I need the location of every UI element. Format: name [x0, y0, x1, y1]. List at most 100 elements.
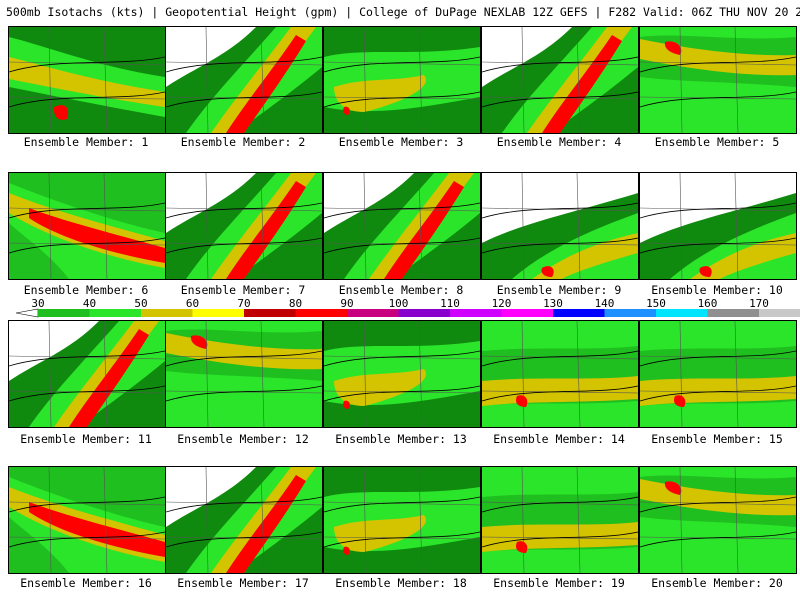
geopotential-height-contour	[482, 385, 638, 402]
colorbar-tick-label: 140	[594, 297, 615, 310]
geopotential-height-contour	[9, 496, 165, 513]
state-boundary-line	[48, 173, 52, 279]
ensemble-member-label: Ensemble Member: 12	[177, 432, 309, 446]
isotach-map	[324, 321, 480, 427]
colorbar-tick-label: 30	[31, 297, 45, 310]
geopotential-height-contour	[9, 385, 165, 402]
ensemble-member-label: Ensemble Member: 15	[651, 432, 783, 446]
state-boundary-line	[482, 501, 638, 506]
state-boundary-line	[48, 27, 52, 133]
geopotential-height-contour	[324, 496, 480, 513]
ensemble-member-label: Ensemble Member: 10	[651, 283, 783, 297]
geopotential-height-contour	[9, 91, 165, 108]
geopotential-height-contour	[9, 531, 165, 548]
colorbar-tick-label: 90	[340, 297, 354, 310]
geopotential-height-contour	[9, 202, 165, 219]
geopotential-height-contour	[640, 202, 796, 219]
isotach-map	[166, 321, 322, 427]
colorbar-tick-label: 160	[697, 297, 718, 310]
ensemble-map-panel	[323, 172, 481, 280]
wind-speed-contour	[512, 213, 638, 279]
state-boundary-line	[103, 321, 108, 427]
geopotential-height-contour	[324, 350, 480, 367]
colorbar-tick-label: 100	[388, 297, 409, 310]
ensemble-map-panel	[639, 26, 797, 134]
isotach-map	[482, 27, 638, 133]
geopotential-height-contour	[324, 531, 480, 548]
wind-speed-contour	[516, 541, 528, 553]
ensemble-map-panel	[165, 172, 323, 280]
wind-speed-contour	[516, 395, 528, 407]
wind-speed-contour	[664, 481, 682, 495]
colorbar-segment	[347, 309, 399, 317]
wind-speed-contour	[343, 546, 350, 555]
ensemble-member-label: Ensemble Member: 20	[651, 576, 783, 590]
ensemble-map-panel	[323, 320, 481, 428]
ensemble-map-panel	[323, 26, 481, 134]
geopotential-height-contour	[482, 350, 638, 367]
isotach-map	[482, 321, 638, 427]
state-boundary-line	[679, 173, 683, 279]
state-boundary-line	[205, 467, 209, 573]
state-boundary-line	[166, 501, 322, 506]
state-boundary-line	[205, 173, 209, 279]
isotach-map	[166, 467, 322, 573]
colorbar-segment	[398, 309, 450, 317]
ensemble-member-label: Ensemble Member: 6	[23, 283, 149, 297]
geopotential-height-contour	[640, 56, 796, 73]
ensemble-member-label: Ensemble Member: 17	[177, 576, 309, 590]
isotach-map	[9, 467, 165, 573]
state-boundary-line	[734, 321, 739, 427]
ensemble-map-panel	[639, 320, 797, 428]
isotach-map	[324, 173, 480, 279]
state-boundary-line	[576, 173, 581, 279]
state-boundary-line	[734, 27, 739, 133]
state-boundary-line	[103, 173, 108, 279]
state-boundary-line	[9, 355, 165, 360]
state-boundary-line	[324, 501, 480, 506]
geopotential-height-contour	[166, 350, 322, 367]
colorbar-tick-label: 170	[749, 297, 769, 310]
wind-speed-contour	[334, 75, 426, 112]
geopotential-height-contour	[482, 237, 638, 254]
colorbar-tick-label: 60	[185, 297, 200, 310]
colorbar-segment	[553, 309, 605, 317]
wind-speed-contour	[226, 181, 306, 279]
state-boundary-line	[679, 467, 683, 573]
geopotential-height-contour	[324, 202, 480, 219]
geopotential-height-contour	[482, 56, 638, 73]
colorbar-segment	[707, 309, 759, 317]
wind-speed-contour	[226, 475, 306, 573]
ensemble-member-label: Ensemble Member: 3	[338, 135, 464, 149]
colorbar-segment	[604, 309, 656, 317]
state-boundary-line	[166, 61, 322, 66]
ensemble-map-panel	[639, 172, 797, 280]
ensemble-map-panel	[165, 26, 323, 134]
wind-speed-contour	[334, 515, 426, 552]
state-boundary-line	[166, 207, 322, 212]
state-boundary-line	[260, 321, 265, 427]
state-boundary-line	[482, 207, 638, 212]
ensemble-map-panel	[8, 466, 166, 574]
state-boundary-line	[260, 27, 265, 133]
ensemble-map-panel	[165, 466, 323, 574]
ensemble-map-panel	[481, 172, 639, 280]
isotach-map	[324, 27, 480, 133]
ensemble-member-label: Ensemble Member: 5	[654, 135, 780, 149]
colorbar-tick-label: 50	[134, 297, 148, 310]
state-boundary-line	[363, 321, 367, 427]
isotach-map	[9, 173, 165, 279]
isotach-map	[640, 321, 796, 427]
state-boundary-line	[734, 467, 739, 573]
geopotential-height-contour	[9, 350, 165, 367]
wind-speed-contour	[343, 400, 350, 409]
state-boundary-line	[9, 501, 165, 506]
wind-speed-contour	[343, 106, 350, 115]
colorbar-segment	[38, 309, 90, 317]
state-boundary-line	[205, 27, 209, 133]
ensemble-map-panel	[8, 172, 166, 280]
ensemble-member-label: Ensemble Member: 9	[496, 283, 622, 297]
wind-speed-contour	[69, 329, 149, 427]
state-boundary-line	[9, 61, 165, 66]
figure-title: 500mb Isotachs (kts) | Geopotential Heig…	[6, 5, 800, 19]
